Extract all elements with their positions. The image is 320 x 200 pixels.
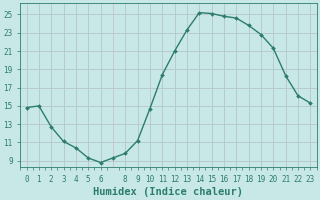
X-axis label: Humidex (Indice chaleur): Humidex (Indice chaleur) (93, 186, 244, 197)
